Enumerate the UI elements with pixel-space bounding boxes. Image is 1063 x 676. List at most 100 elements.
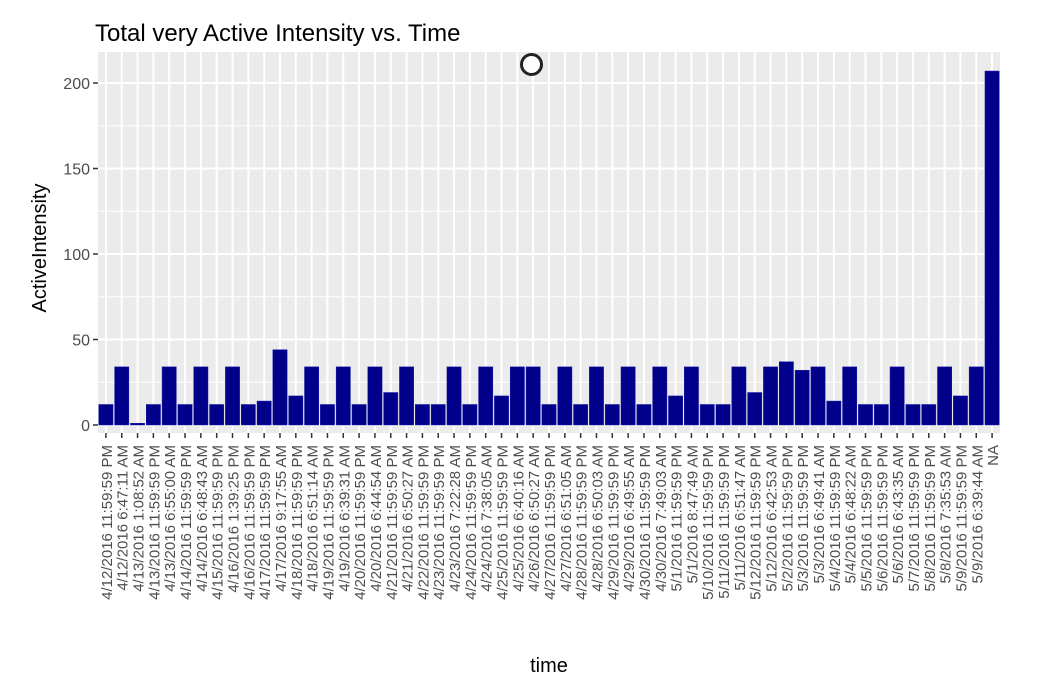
bar [146,404,161,426]
x-tick-label: 5/1/2016 8:47:49 AM [684,445,701,583]
bar [130,423,145,426]
cursor-ring-icon [520,53,543,76]
bar [763,366,778,426]
x-tick-label: 5/2/2016 11:59:59 PM [779,445,796,592]
bar [304,366,320,426]
x-tick-label: 5/6/2016 6:43:35 AM [890,445,907,583]
x-tick-label: 4/17/2016 11:59:59 PM [257,445,274,600]
bar [573,404,589,426]
x-tick-label: 4/16/2016 1:39:25 PM [226,445,243,593]
bars [98,70,1000,426]
bar [462,404,478,426]
bar [715,404,731,426]
x-tick-label: 4/17/2016 9:17:55 AM [273,445,290,592]
x-tick-label: 4/27/2016 6:51:05 AM [558,445,575,592]
bar [937,366,952,426]
x-tick-label: NA [985,445,1002,466]
y-tick-label: 200 [63,76,90,93]
bar [794,370,810,426]
bar [509,366,525,426]
bar [668,395,683,426]
bar [953,395,968,426]
x-tick-label: 5/12/2016 11:59:59 PM [748,445,765,600]
x-tick-label: 5/11/2016 6:51:47 AM [732,445,749,591]
bar [842,366,858,426]
bar [984,70,1000,426]
x-tick-label: 5/8/2016 7:35:53 AM [938,445,955,583]
x-tick-label: 4/24/2016 7:38:05 AM [479,445,496,592]
x-tick-label: 4/21/2016 11:59:59 PM [384,445,401,600]
bar [873,404,889,426]
x-tick-label: 4/25/2016 6:40:16 AM [510,445,527,592]
x-tick-label: 5/10/2016 11:59:59 PM [700,445,717,600]
x-tick-label: 4/24/2016 11:59:59 PM [463,445,480,600]
bar [478,366,494,426]
bar [320,404,335,426]
bar [446,366,462,426]
bar [193,366,209,426]
x-tick-label: 4/14/2016 6:48:43 AM [194,445,211,592]
bar [826,400,842,426]
x-tick-label: 4/26/2016 6:50:27 AM [526,445,543,592]
x-tick-label: 4/23/2016 11:59:59 PM [431,445,448,600]
bar [114,366,130,426]
x-tick-label: 4/23/2016 7:22:28 AM [447,445,464,592]
bar [98,404,114,426]
bar [367,366,383,426]
y-tick-label: 50 [72,333,90,350]
bar [494,395,509,426]
x-tick-label: 4/28/2016 11:59:59 PM [574,445,591,600]
x-tick-label: 5/4/2016 11:59:59 PM [827,445,844,592]
y-axis: 0 50 100 150 200 [63,76,98,435]
y-tick-label: 0 [81,418,90,435]
bar [731,366,747,426]
x-tick-label: 5/9/2016 6:39:44 AM [969,445,986,583]
x-tick-label: 4/14/2016 11:59:59 PM [178,445,195,600]
bar [177,404,193,426]
bar [699,404,715,426]
x-tick-label: 5/12/2016 6:42:53 AM [764,445,781,592]
x-tick-label: 5/1/2016 11:59:59 PM [669,445,686,592]
x-tick-label: 4/12/2016 11:59:59 PM [99,445,116,600]
bar [620,366,636,426]
x-tick-label: 4/19/2016 11:59:59 PM [320,445,337,600]
x-axis-title: time [530,655,568,676]
bar [858,404,873,426]
x-tick-label: 4/30/2016 11:59:59 PM [637,445,654,600]
x-axis: 4/12/2016 11:59:59 PM4/12/2016 6:47:11 A… [99,433,1002,600]
y-tick-label: 150 [63,162,90,179]
x-tick-label: 4/18/2016 11:59:59 PM [289,445,306,600]
x-tick-label: 5/3/2016 11:59:59 PM [795,445,812,592]
bar [541,404,557,426]
x-tick-label: 4/28/2016 6:50:03 AM [589,445,606,592]
bar [161,366,177,426]
bar [747,392,763,426]
bar [604,404,620,426]
bar [889,366,905,426]
bar [589,366,604,426]
x-tick-label: 4/29/2016 11:59:59 PM [605,445,622,600]
bar [351,404,367,426]
bar [335,366,351,426]
x-tick-label: 4/21/2016 6:50:27 AM [400,445,417,592]
x-tick-label: 5/5/2016 11:59:59 PM [858,445,875,592]
x-tick-label: 4/22/2016 11:59:59 PM [415,445,432,600]
bar [288,395,304,426]
x-tick-label: 4/13/2016 11:59:59 PM [146,445,163,600]
bar [415,404,430,426]
x-tick-label: 4/16/2016 11:59:59 PM [241,445,258,600]
bar [430,404,446,426]
x-tick-label: 5/11/2016 11:59:59 PM [716,445,733,599]
x-tick-label: 4/29/2016 6:49:55 AM [621,445,638,592]
x-tick-label: 4/25/2016 11:59:59 PM [495,445,512,600]
x-tick-label: 5/9/2016 11:59:59 PM [953,445,970,592]
bar [399,366,414,426]
x-tick-label: 4/12/2016 6:47:11 AM [115,445,132,591]
chart-title: Total very Active Intensity vs. Time [95,20,461,47]
bar [256,400,272,426]
bar [557,366,573,426]
y-axis-title: ActiveIntensity [29,184,51,313]
x-tick-label: 4/18/2016 6:51:14 AM [305,445,322,592]
x-tick-label: 5/7/2016 11:59:59 PM [906,445,923,592]
